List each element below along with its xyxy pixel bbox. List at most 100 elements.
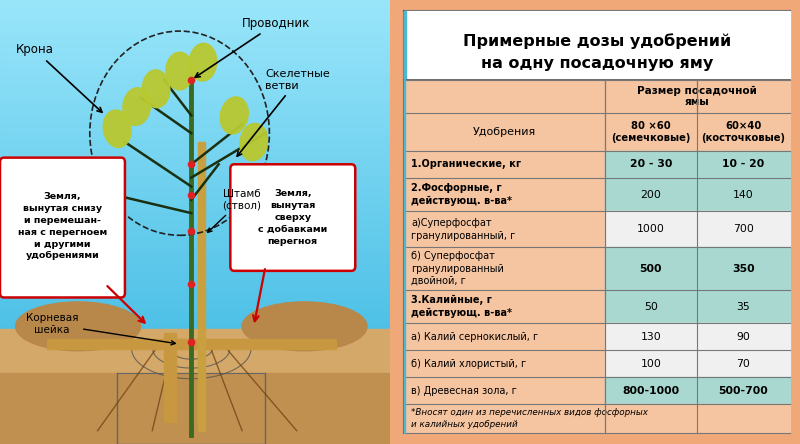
Text: 700: 700 — [733, 224, 754, 234]
Bar — [0, 266, 390, 270]
Text: 500-700: 500-700 — [718, 385, 768, 396]
Bar — [0, 274, 390, 278]
Bar — [404, 350, 605, 377]
Bar — [0, 291, 390, 295]
Bar — [0, 198, 390, 202]
Bar — [605, 377, 697, 404]
Bar — [0, 295, 390, 300]
Bar — [697, 211, 790, 247]
Text: Скелетные
ветви: Скелетные ветви — [237, 69, 330, 156]
Bar — [0, 123, 390, 127]
Bar — [697, 151, 790, 178]
Text: Земля,
вынутая снизу
и перемешан-
ная с перегноем
и другими
удобрениями: Земля, вынутая снизу и перемешан- ная с … — [18, 192, 107, 261]
Bar — [0, 118, 390, 123]
Text: Удобрения: Удобрения — [473, 127, 536, 137]
Bar — [0, 135, 390, 139]
Bar — [0, 211, 390, 215]
Bar — [0, 236, 390, 241]
Ellipse shape — [103, 110, 131, 147]
Bar — [404, 113, 605, 151]
Bar — [697, 323, 790, 350]
Bar — [0, 287, 390, 291]
Bar — [0, 232, 390, 236]
Bar — [404, 11, 406, 433]
Bar — [0, 207, 390, 211]
Ellipse shape — [142, 70, 170, 107]
Bar — [404, 323, 605, 350]
Bar — [404, 11, 406, 80]
Ellipse shape — [123, 88, 150, 125]
Text: 3.Калийные, г
действующ. в-ва*: 3.Калийные, г действующ. в-ва* — [411, 295, 512, 318]
Ellipse shape — [166, 52, 194, 90]
Bar — [697, 247, 790, 290]
Text: б) Калий хлористый, г: б) Калий хлористый, г — [411, 359, 526, 369]
Bar — [0, 51, 390, 55]
Bar — [0, 316, 390, 321]
Bar — [0, 55, 390, 59]
Bar — [0, 190, 390, 194]
Bar — [0, 114, 390, 118]
Bar — [605, 113, 697, 151]
Text: 100: 100 — [641, 359, 662, 369]
Bar — [404, 211, 605, 247]
Bar — [404, 377, 605, 404]
Text: Штамб
(ствол): Штамб (ствол) — [208, 189, 262, 232]
Bar — [0, 76, 390, 80]
Text: 1000: 1000 — [637, 224, 665, 234]
Bar — [0, 228, 390, 232]
Text: 500: 500 — [640, 264, 662, 274]
Bar — [605, 323, 697, 350]
Bar — [0, 21, 390, 25]
Bar — [404, 404, 790, 433]
Text: Проводник: Проводник — [195, 16, 310, 77]
Text: а)Суперфосфат
гранулированный, г: а)Суперфосфат гранулированный, г — [411, 218, 515, 241]
Bar — [605, 350, 697, 377]
Bar — [0, 373, 390, 444]
Bar — [605, 211, 697, 247]
Bar — [0, 101, 390, 106]
Bar — [0, 270, 390, 274]
Bar — [0, 89, 390, 93]
Bar — [0, 93, 390, 97]
Bar — [0, 262, 390, 266]
Bar — [697, 113, 790, 151]
Text: 90: 90 — [737, 332, 750, 342]
Bar — [404, 80, 605, 113]
Text: а) Калий сернокислый, г: а) Калий сернокислый, г — [411, 332, 538, 342]
Bar — [0, 143, 390, 148]
Bar — [404, 11, 790, 80]
Bar — [605, 151, 697, 178]
Bar — [0, 72, 390, 76]
Text: Земля,
вынутая
сверху
с добавками
перегноя: Земля, вынутая сверху с добавками перегн… — [258, 190, 327, 246]
Bar — [404, 290, 605, 323]
Bar — [0, 169, 390, 173]
Bar — [0, 110, 390, 114]
Bar — [0, 25, 390, 30]
Bar — [0, 299, 390, 304]
Text: на одну посадочную яму: на одну посадочную яму — [481, 56, 713, 71]
Text: 20 - 30: 20 - 30 — [630, 159, 672, 170]
Bar — [0, 0, 390, 4]
Bar — [0, 148, 390, 152]
Bar — [0, 47, 390, 51]
Bar — [0, 97, 390, 101]
Text: 1.Органические, кг: 1.Органические, кг — [411, 159, 522, 170]
Bar — [0, 325, 390, 329]
Bar — [0, 329, 390, 444]
Bar — [0, 67, 390, 72]
Bar — [0, 17, 390, 21]
Bar — [0, 253, 390, 258]
Bar — [0, 182, 390, 186]
Text: Корневая
шейка: Корневая шейка — [26, 313, 175, 345]
Bar — [0, 59, 390, 63]
Bar — [47, 339, 336, 349]
Text: Примерные дозы удобрений: Примерные дозы удобрений — [462, 33, 731, 49]
Bar — [404, 247, 605, 290]
Bar — [0, 63, 390, 67]
Bar — [0, 249, 390, 253]
Ellipse shape — [190, 44, 217, 81]
Ellipse shape — [87, 159, 115, 196]
Bar — [605, 290, 697, 323]
Bar — [697, 178, 790, 211]
Bar — [0, 34, 390, 38]
